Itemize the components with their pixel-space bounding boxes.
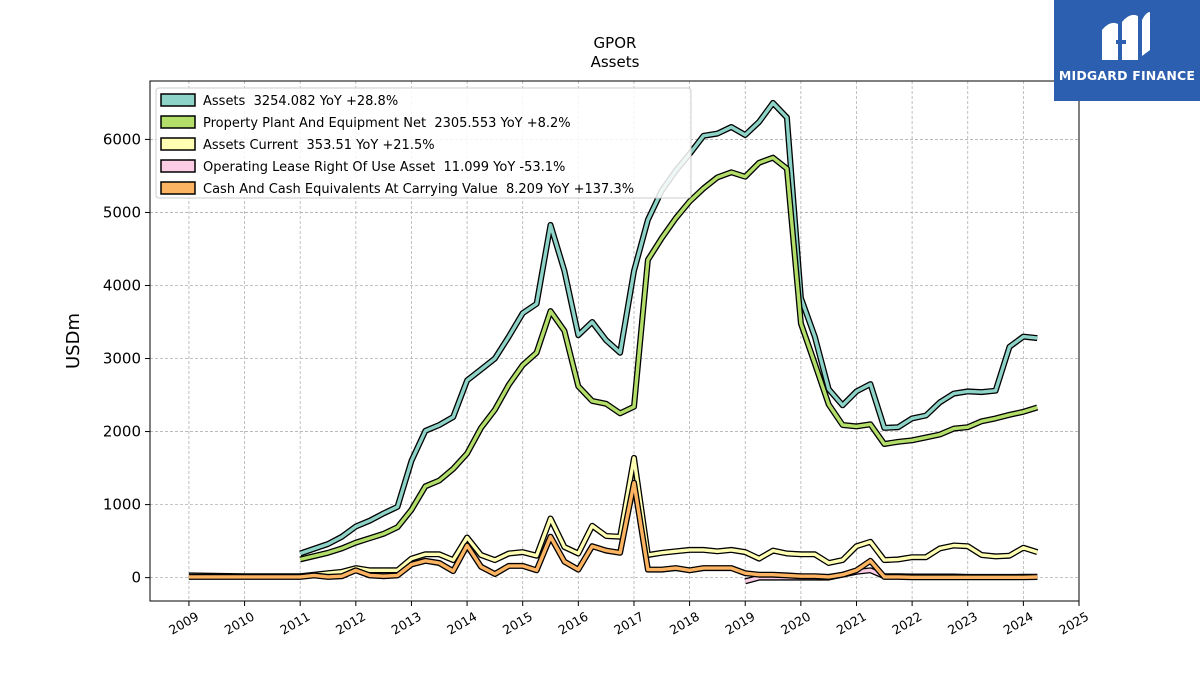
chart-title: GPOR <box>594 34 637 52</box>
x-tick-label: 2025 <box>1056 609 1091 638</box>
legend-label-2: Assets Current 353.51 YoY +21.5% <box>203 138 435 153</box>
legend-label-3: Operating Lease Right Of Use Asset 11.09… <box>203 160 565 175</box>
y-tick-label: 0 <box>131 569 141 587</box>
y-tick-label: 5000 <box>103 203 141 221</box>
axis-ticks: 0 1000 2000 3000 4000 5000 6000 2009 2010 2011 201… <box>103 130 1091 637</box>
x-tick-label: 2017 <box>611 609 646 638</box>
legend-box <box>155 87 692 199</box>
y-tick-label: 1000 <box>103 496 141 514</box>
legend-label-1: Property Plant And Equipment Net 2305.55… <box>203 116 571 131</box>
legend-swatch-0 <box>160 93 196 107</box>
series-1-line <box>299 155 1038 562</box>
plot-frame <box>149 80 1080 602</box>
legend-swatch-3 <box>160 159 196 173</box>
x-tick-label: 2024 <box>1001 609 1036 638</box>
x-tick-label: 2020 <box>778 609 813 638</box>
x-tick-label: 2010 <box>222 609 257 638</box>
x-tick-label: 2018 <box>667 609 702 638</box>
x-tick-label: 2011 <box>277 609 312 638</box>
x-tick-label: 2021 <box>834 609 869 638</box>
y-axis-label: USDm <box>63 313 84 369</box>
logo-icon <box>1102 12 1150 60</box>
chart-subtitle: Assets <box>591 53 640 71</box>
legend-label-4: Cash And Cash Equivalents At Carrying Va… <box>203 182 634 197</box>
y-tick-label: 6000 <box>103 130 141 148</box>
series-2-line <box>188 456 1038 578</box>
x-tick-label: 2014 <box>444 609 479 638</box>
x-tick-label: 2019 <box>722 609 757 638</box>
x-tick-label: 2015 <box>500 609 535 638</box>
x-tick-label: 2009 <box>166 609 201 638</box>
x-tick-label: 2016 <box>556 609 591 638</box>
legend-swatch-2 <box>160 137 196 151</box>
brand-logo: MIDGARD FINANCE <box>1054 0 1200 101</box>
brand-name: MIDGARD FINANCE <box>1058 68 1196 83</box>
x-tick-label: 2023 <box>945 609 980 638</box>
y-tick-label: 3000 <box>103 350 141 368</box>
series-4-line <box>188 481 1038 579</box>
legend-label-0: Assets 3254.082 YoY +28.8% <box>203 94 398 109</box>
series-4-outline <box>188 479 1038 581</box>
x-tick-label: 2013 <box>389 609 424 638</box>
y-tick-label: 2000 <box>103 423 141 441</box>
x-tick-label: 2022 <box>889 609 924 638</box>
y-tick-label: 4000 <box>103 276 141 294</box>
x-tick-label: 2012 <box>333 609 368 638</box>
legend: Assets 3254.082 YoY +28.8% Property Plant… <box>155 87 692 199</box>
legend-swatch-4 <box>160 181 196 195</box>
legend-swatch-1 <box>160 115 196 129</box>
